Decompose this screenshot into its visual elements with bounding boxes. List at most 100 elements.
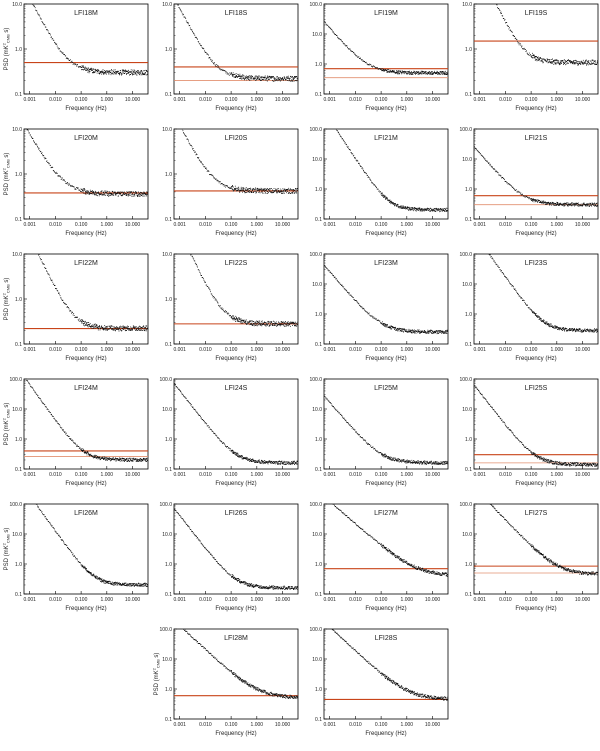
y-tick-label: 1.0	[165, 687, 172, 693]
psd-spectrum-points	[332, 504, 448, 577]
plot-area	[174, 382, 298, 466]
x-tick-label: 10.000	[425, 472, 441, 478]
x-tick-label: 0.001	[23, 222, 36, 228]
x-tick-label: 1.000	[551, 222, 564, 228]
psd-spectrum-points	[181, 129, 298, 195]
panel-lfi18m: 0.1 1.0 10.0 0.001 0.010 0.100 1.000 10.000 Freq…	[0, 0, 150, 126]
y-tick-label: 0.1	[465, 592, 472, 598]
x-tick-label: 10.000	[125, 472, 141, 478]
x-tick-label: 0.100	[225, 597, 238, 603]
x-tick-label: 1.000	[251, 472, 264, 478]
y-tick-label: 10.0	[312, 32, 322, 38]
x-axis-label: Frequency (Hz)	[365, 231, 406, 237]
psd-spectrum-points	[25, 379, 148, 463]
x-tick-label: 1.000	[551, 472, 564, 478]
plot-area	[324, 629, 448, 701]
x-tick-label: 0.001	[323, 722, 336, 728]
x-tick-label: 0.100	[375, 722, 388, 728]
psd-spectrum-points	[324, 265, 448, 335]
x-tick-label: 1.000	[401, 222, 414, 228]
y-tick-label: 10.0	[12, 407, 22, 413]
y-tick-label: 0.1	[15, 592, 22, 598]
y-tick-label: 0.1	[15, 92, 22, 98]
y-tick-label: 10.0	[312, 282, 322, 288]
axes-frame	[173, 378, 299, 470]
plot-area	[474, 504, 598, 576]
x-tick-label: 1.000	[401, 347, 414, 353]
x-tick-label: 0.010	[49, 97, 62, 103]
x-tick-label: 0.100	[225, 97, 238, 103]
y-tick-label: 10.0	[462, 282, 472, 288]
y-tick-label: 0.1	[165, 342, 172, 348]
x-tick-label: 0.100	[75, 597, 88, 603]
x-axis-label: Frequency (Hz)	[215, 481, 256, 487]
x-tick-label: 10.000	[575, 97, 591, 103]
x-tick-label: 10.000	[425, 722, 441, 728]
y-tick-label: 0.1	[465, 92, 472, 98]
x-tick-label: 1.000	[551, 597, 564, 603]
x-axis-label: Frequency (Hz)	[365, 106, 406, 112]
x-axis-label: Frequency (Hz)	[365, 606, 406, 612]
x-tick-label: 1.000	[251, 222, 264, 228]
axes-frame	[173, 253, 299, 345]
y-tick-label: 10.0	[462, 407, 472, 413]
psd-spectrum-points	[32, 4, 148, 76]
x-tick-label: 0.001	[323, 97, 336, 103]
x-tick-label: 0.010	[499, 97, 512, 103]
y-tick-label: 1.0	[465, 437, 472, 443]
x-tick-label: 1.000	[101, 597, 114, 603]
panel-lfi26s: 0.1 1.0 10.0 100.0 0.001 0.010 0.100 1.000 10.00…	[150, 500, 300, 626]
panel-lfi21s: 0.1 1.0 10.0 100.0 0.001 0.010 0.100 1.000 10.00…	[450, 125, 600, 251]
x-tick-label: 1.000	[401, 472, 414, 478]
y-tick-label: 10.0	[312, 657, 322, 663]
x-tick-label: 0.100	[225, 472, 238, 478]
x-tick-label: 0.010	[49, 597, 62, 603]
panel-title: LFI27S	[525, 510, 548, 517]
panel-title: LFI22S	[225, 260, 248, 267]
panel-title: LFI24M	[74, 385, 98, 392]
chart-lfi23s: 0.1 1.0 10.0 100.0 0.001 0.010 0.100 1.000 10.00…	[459, 252, 599, 362]
x-tick-label: 0.100	[525, 472, 538, 478]
panel-title: LFI20M	[74, 135, 98, 142]
x-tick-label: 1.000	[251, 597, 264, 603]
axes-frame	[473, 378, 599, 470]
x-axis-label: Frequency (Hz)	[65, 606, 106, 612]
chart-lfi26m: 0.1 1.0 10.0 100.0 0.001 0.010 0.100 1.000 10.00…	[2, 502, 149, 612]
x-tick-label: 0.010	[49, 347, 62, 353]
y-axis-label: PSD (mK2CMB s)	[2, 153, 11, 196]
plot-area	[474, 4, 598, 66]
axes-frame	[473, 503, 599, 595]
x-tick-label: 10.000	[575, 222, 591, 228]
x-axis-label: Frequency (Hz)	[215, 231, 256, 237]
axes-frame	[323, 628, 449, 720]
y-tick-label: 100.0	[159, 502, 172, 508]
y-tick-label: 1.0	[465, 47, 472, 53]
y-tick-label: 10.0	[462, 157, 472, 163]
panel-title: LFI22M	[74, 260, 98, 267]
axes-frame	[173, 628, 299, 720]
x-tick-label: 0.010	[349, 597, 362, 603]
x-tick-label: 0.001	[173, 347, 186, 353]
panel-title: LFI18M	[74, 10, 98, 17]
x-tick-label: 10.000	[275, 597, 291, 603]
x-axis-label: Frequency (Hz)	[515, 481, 556, 487]
x-tick-label: 0.100	[525, 597, 538, 603]
y-tick-label: 1.0	[15, 297, 22, 303]
chart-lfi24s: 0.1 1.0 10.0 100.0 0.001 0.010 0.100 1.000 10.00…	[159, 377, 299, 487]
panel-title: LFI26M	[74, 510, 98, 517]
y-tick-label: 100.0	[459, 252, 472, 258]
y-tick-label: 1.0	[315, 312, 322, 318]
plot-area	[324, 395, 448, 466]
chart-lfi25m: 0.1 1.0 10.0 100.0 0.001 0.010 0.100 1.000 10.00…	[309, 377, 449, 487]
chart-lfi22m: 0.1 1.0 10.0 0.001 0.010 0.100 1.000 10.000 Freq…	[2, 252, 149, 362]
axes-frame	[173, 503, 299, 595]
y-tick-label: 1.0	[465, 312, 472, 318]
y-tick-label: 1.0	[165, 297, 172, 303]
chart-lfi18m: 0.1 1.0 10.0 0.001 0.010 0.100 1.000 10.000 Freq…	[2, 2, 149, 112]
x-axis-label: Frequency (Hz)	[515, 356, 556, 362]
panel-title: LFI21M	[374, 135, 398, 142]
y-axis-label: PSD (mK2CMB s)	[2, 278, 11, 321]
x-tick-label: 10.000	[575, 347, 591, 353]
y-tick-label: 0.1	[315, 592, 322, 598]
